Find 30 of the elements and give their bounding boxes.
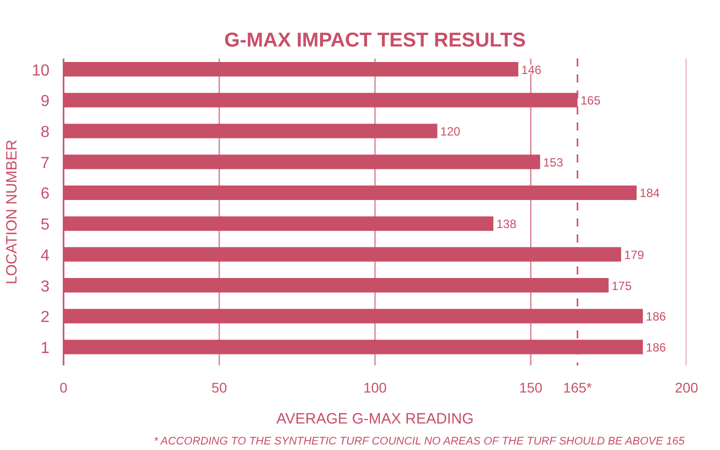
y-tick-label: 9 bbox=[40, 93, 50, 110]
y-tick-label: 7 bbox=[40, 154, 50, 172]
data-label: 175 bbox=[612, 278, 632, 293]
x-tick-label: 200 bbox=[674, 380, 698, 396]
data-label: 186 bbox=[646, 310, 666, 324]
x-axis-title: AVERAGE G-MAX READING bbox=[276, 410, 474, 428]
data-label: 120 bbox=[440, 124, 461, 139]
data-label: 179 bbox=[624, 248, 644, 262]
y-tick-label: 4 bbox=[40, 247, 50, 264]
data-label: 186 bbox=[646, 340, 666, 354]
y-tick-label: 2 bbox=[40, 309, 50, 326]
y-tick-label: 5 bbox=[40, 216, 50, 234]
x-tick-label: 165* bbox=[563, 380, 592, 396]
chart-title: G-MAX IMPACT TEST RESULTS bbox=[224, 30, 526, 52]
data-label: 184 bbox=[640, 186, 660, 200]
data-label: 153 bbox=[543, 155, 564, 170]
text: * ACCORDING TO THE SYNTHETIC TURF COUNCIL NO AREAS OF THE TURF SHOULD BE ABOVE 165 bbox=[154, 436, 686, 448]
data-label: 138 bbox=[496, 217, 517, 232]
y-tick-label: 10 bbox=[32, 62, 50, 80]
data-label: 146 bbox=[521, 62, 542, 77]
data-label: 165 bbox=[580, 94, 601, 108]
y-tick-label: 1 bbox=[40, 340, 50, 357]
x-tick-label: 150 bbox=[519, 380, 543, 396]
y-tick-label: 3 bbox=[40, 278, 50, 296]
y-tick-label: 6 bbox=[40, 186, 50, 203]
y-axis-title: LOCATION NUMBER bbox=[4, 139, 21, 284]
x-tick-label: 50 bbox=[211, 380, 228, 396]
y-tick-label: 8 bbox=[40, 124, 50, 142]
x-tick-label: 100 bbox=[363, 380, 387, 396]
x-tick-label: 0 bbox=[60, 380, 68, 396]
